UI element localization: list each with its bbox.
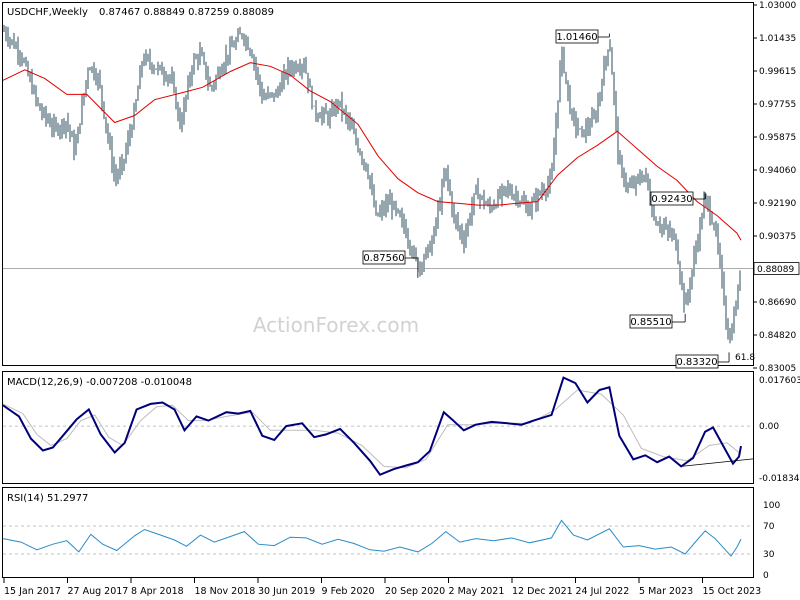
rsi-line (2, 519, 742, 557)
price-y-tick: 1.01435 (759, 34, 796, 44)
swing-label: 0.83320 (676, 357, 717, 368)
price-bars (3, 24, 741, 344)
rsi-y-tick: 0 (763, 571, 769, 581)
swing-label-box (362, 250, 406, 265)
price-y-tick: 0.90375 (759, 232, 796, 242)
axes: 1.03000 1.01435 0.99615 0.97755 0.95875 0.940… (3, 1, 800, 597)
price-y-tick: 0.99615 (759, 67, 796, 77)
current-price-box (753, 262, 800, 275)
fib-label: 61.8 (735, 353, 755, 363)
moving-average-line (2, 62, 742, 241)
x-axis-label: 24 Jul 2022 (576, 586, 630, 597)
x-axis-label: 15 Jan 2017 (4, 586, 61, 597)
rsi-y-tick: 100 (763, 501, 780, 511)
macd-y-tick: 0.00 (759, 422, 779, 432)
x-axis-label: 12 Dec 2021 (512, 586, 573, 597)
swing-label: 1.01460 (556, 32, 597, 43)
swing-label: 0.85510 (630, 317, 671, 328)
price-y-tick: 0.97755 (759, 100, 796, 110)
swing-label-box (650, 191, 694, 206)
rsi-title: RSI(14) 51.2977 (7, 493, 88, 504)
x-axis-label: 2 May 2021 (449, 586, 505, 597)
price-swing-labels: 0.87560 1.01460 0.85510 0.92430 0.83320 (362, 29, 730, 369)
price-y-tick: 0.83005 (759, 364, 796, 374)
watermark: ActionForex.com (253, 313, 419, 337)
rsi-panel (2, 487, 754, 578)
rsi-y-tick: 30 (763, 550, 775, 560)
macd-y-tick: 0.017603 (759, 376, 800, 386)
macd-trendline (681, 458, 754, 467)
swing-label-box (675, 354, 719, 369)
chart-header-symbol: USDCHF,Weekly (7, 7, 88, 18)
x-axis-label: 5 Mar 2023 (639, 586, 693, 597)
x-axis-label: 9 Feb 2020 (322, 586, 375, 597)
x-axis-label: 27 Aug 2017 (68, 586, 129, 597)
macd-layer (2, 376, 754, 476)
current-price-label: 0.88089 (757, 265, 794, 275)
price-panel (2, 2, 754, 366)
macd-title: MACD(12,26,9) -0.007208 -0.010048 (7, 377, 192, 388)
chart-header-ohlc: 0.87467 0.88849 0.87259 0.88089 (99, 7, 274, 18)
swing-label: 0.87560 (363, 253, 404, 264)
macd-y-tick: -0.01834 (759, 474, 800, 484)
swing-label: 0.92430 (651, 194, 692, 205)
price-y-tick: 0.92190 (759, 199, 796, 209)
swing-label-box (629, 314, 673, 329)
price-y-tick: 0.94060 (759, 166, 796, 176)
x-axis-label: 20 Sep 2020 (385, 586, 445, 597)
rsi-layer (2, 519, 753, 557)
macd-panel (2, 371, 754, 484)
price-lines (2, 62, 753, 269)
rsi-y-tick: 70 (763, 522, 775, 532)
price-y-tick: 1.03000 (759, 1, 796, 11)
price-y-tick: 0.84820 (759, 331, 796, 341)
x-axis-label: 15 Oct 2023 (703, 586, 762, 597)
x-axis-label: 8 Apr 2018 (131, 586, 184, 597)
x-axis-label: 30 Jun 2019 (258, 586, 315, 597)
macd-line (2, 376, 742, 476)
x-axis-label: 18 Nov 2018 (195, 586, 256, 597)
price-y-tick: 0.95875 (759, 133, 796, 143)
macd-signal-line (2, 389, 742, 469)
price-y-tick: 0.86690 (759, 298, 796, 308)
swing-label-box (555, 29, 599, 44)
